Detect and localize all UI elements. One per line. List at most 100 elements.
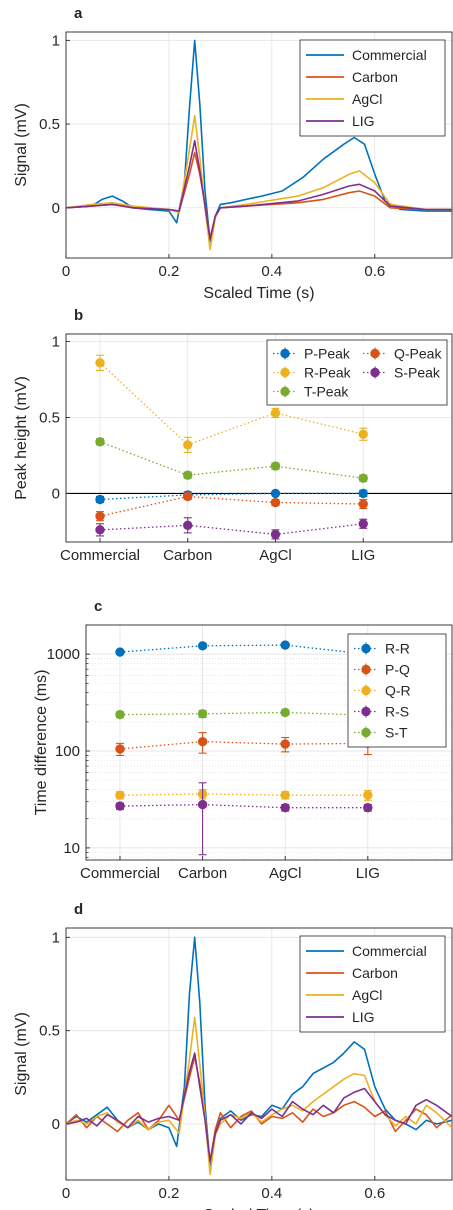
- y-tick-label: 0: [52, 1116, 60, 1133]
- data-point: [183, 470, 193, 480]
- series-line-t-peak: [99, 441, 364, 479]
- legend-label: LIG: [352, 113, 375, 129]
- legend-box: [266, 339, 448, 406]
- series-line-lig: [65, 1052, 453, 1163]
- panel-d-legend: Commercial Carbon AgCl LIG: [299, 935, 446, 1033]
- x-tick-label: 0: [62, 1185, 70, 1202]
- data-point: [270, 497, 281, 508]
- series-line-carbon: [65, 151, 452, 239]
- panel-b: b 0 0.5 1 Commercial Carbon AgCl LIG Peak height…: [13, 307, 453, 564]
- y-tick-label: 1000: [47, 646, 80, 663]
- y-tick-label: 0.5: [39, 116, 60, 133]
- x-tick-label: Carbon: [163, 547, 212, 564]
- y-axis-label: Peak height (mV): [13, 376, 30, 500]
- data-point: [95, 525, 105, 535]
- data-point: [358, 519, 368, 529]
- series-line-lig: [65, 140, 452, 241]
- data-point: [197, 641, 208, 651]
- data-point: [95, 511, 105, 521]
- y-tick-label: 100: [55, 743, 80, 760]
- y-axis-label: Signal (mV): [13, 1012, 30, 1096]
- series-line-r-s: [119, 803, 368, 809]
- y-tick-label: 0: [52, 485, 60, 502]
- data-point: [270, 488, 281, 499]
- legend-label: R-Peak: [304, 365, 352, 381]
- panel-a: a 0 0.5 1 0 0.2 0.4 0.6 Scaled Time (s) Signal (m…: [13, 5, 453, 302]
- data-point: [95, 494, 105, 505]
- legend-marker: [361, 643, 371, 654]
- legend-label: R-S: [385, 704, 409, 720]
- data-point: [270, 461, 281, 471]
- series-line-q-peak: [99, 495, 364, 517]
- plot-area: [65, 39, 452, 251]
- y-tick-label: 1: [52, 32, 60, 49]
- data-point: [197, 799, 208, 810]
- data-point: [115, 647, 125, 657]
- data-point: [363, 802, 373, 813]
- legend-marker: [280, 386, 290, 397]
- data-point: [197, 736, 208, 747]
- axes-frame: [65, 31, 453, 259]
- y-tick-label: 0.5: [39, 1023, 60, 1040]
- legend-marker: [361, 706, 371, 717]
- data-point: [280, 739, 290, 749]
- x-tick-label: 0.2: [159, 1185, 180, 1202]
- legend-box: [299, 935, 446, 1033]
- data-point: [115, 709, 125, 720]
- series-line-q-r: [119, 793, 368, 796]
- data-point: [183, 491, 193, 502]
- series-line-agcl: [65, 114, 452, 251]
- panel-c-legend: R-R P-Q Q-R R-S S-T: [347, 633, 447, 748]
- y-axis-label: Time difference (ms): [33, 670, 50, 816]
- data-point: [280, 802, 290, 813]
- data-point: [280, 640, 290, 650]
- data-point: [115, 801, 125, 811]
- axes-frame: [65, 333, 453, 543]
- y-tick-label: 1: [52, 334, 60, 351]
- x-tick-label: Commercial: [80, 865, 160, 882]
- legend-label: S-Peak: [394, 365, 441, 381]
- legend-marker: [361, 685, 371, 696]
- legend-marker: [280, 348, 290, 359]
- data-point: [280, 790, 290, 800]
- data-point: [280, 707, 290, 718]
- data-point: [183, 520, 193, 530]
- series-line-p-peak: [99, 492, 364, 501]
- axes-frame: [65, 927, 453, 1181]
- legend-label: T-Peak: [304, 384, 349, 400]
- x-axis-label: Scaled Time (s): [203, 285, 314, 302]
- legend-label: P-Peak: [304, 346, 351, 362]
- data-point: [270, 408, 281, 418]
- legend-label: R-R: [385, 641, 410, 657]
- legend-label: Carbon: [352, 965, 398, 981]
- legend-marker: [361, 727, 371, 738]
- plot-area: [95, 354, 368, 540]
- y-axis-label: Signal (mV): [13, 103, 30, 187]
- data-point: [95, 437, 105, 447]
- data-point: [358, 473, 368, 483]
- x-tick-label: AgCl: [269, 865, 302, 882]
- legend-label: AgCl: [352, 91, 382, 107]
- data-point: [270, 529, 281, 540]
- series-line-p-q: [119, 740, 368, 750]
- y-tick-label: 0: [52, 200, 60, 217]
- legend-label: Carbon: [352, 69, 398, 85]
- x-tick-label: Commercial: [60, 547, 140, 564]
- legend-label: Q-R: [385, 683, 411, 699]
- x-tick-label: 0.6: [364, 263, 385, 280]
- x-tick-label: Carbon: [178, 865, 227, 882]
- legend-label: Commercial: [352, 47, 427, 63]
- panel-c: c 10 100 1000 Commercial Carbon AgCl LIG Time di…: [33, 598, 453, 882]
- plot-area: [65, 936, 453, 1176]
- axes-frame: [85, 624, 453, 861]
- x-tick-label: 0.2: [159, 263, 180, 280]
- plot-area: [115, 640, 373, 856]
- series-line-commercial: [65, 936, 453, 1166]
- x-axis-label: Scaled Time (s): [203, 1207, 314, 1210]
- series-line-s-peak: [99, 523, 364, 536]
- data-point: [358, 499, 368, 509]
- panel-d: d 0 0.5 1 0 0.2 0.4 0.6 Scaled Time (s) Signal (m…: [13, 901, 453, 1210]
- panel-letter: b: [74, 307, 83, 324]
- legend-marker: [361, 664, 371, 675]
